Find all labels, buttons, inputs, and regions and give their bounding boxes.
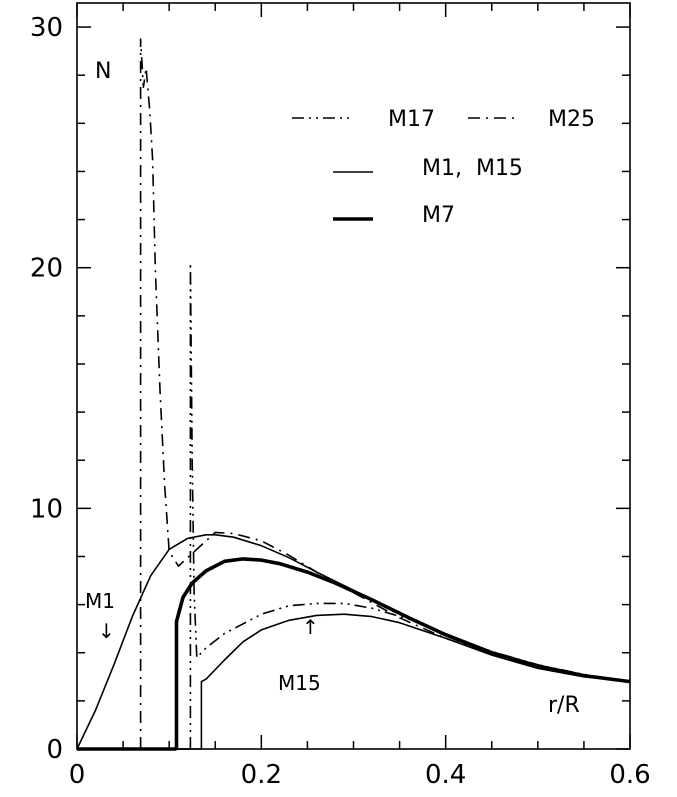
x-tick-label: 0.2 — [241, 760, 282, 790]
annotation-m15-label: M15 — [278, 671, 321, 695]
y-tick-label: 10 — [30, 494, 63, 524]
series-line-m7 — [174, 557, 631, 749]
x-tick-label: 0.6 — [609, 760, 650, 790]
x-tick-label: 0 — [69, 760, 86, 790]
y-tick-label: 30 — [30, 13, 63, 43]
x-tick-label: 0.4 — [425, 760, 466, 790]
legend-label-m17: M17 — [388, 107, 435, 132]
y-tick-label: 20 — [30, 254, 63, 284]
annotations: M1 ↓ ↑ M15 — [85, 589, 321, 695]
annotation-m15-arrow: ↑ — [302, 615, 319, 639]
axis-tick-labels: 0 10 20 30 0 0.2 0.4 0.6 — [30, 13, 651, 790]
series-layer — [76, 38, 631, 751]
series-line-m17 — [189, 262, 631, 749]
ylabel: N — [95, 59, 111, 84]
legend-label-m25: M25 — [548, 107, 595, 132]
series-line-m15 — [200, 613, 631, 749]
y-tick-label: 0 — [46, 735, 63, 765]
annotation-m1-label: M1 — [85, 589, 115, 613]
axis-ticks — [76, 3, 631, 750]
legend: M17 M25 M1, M15 M7 — [292, 107, 595, 228]
legend-label-m1-m15: M1, M15 — [422, 156, 523, 181]
annotation-m1-arrow: ↓ — [98, 619, 115, 643]
series-line-m25 — [139, 38, 631, 749]
xlabel: r/R — [548, 693, 580, 718]
legend-label-m7: M7 — [422, 203, 455, 228]
